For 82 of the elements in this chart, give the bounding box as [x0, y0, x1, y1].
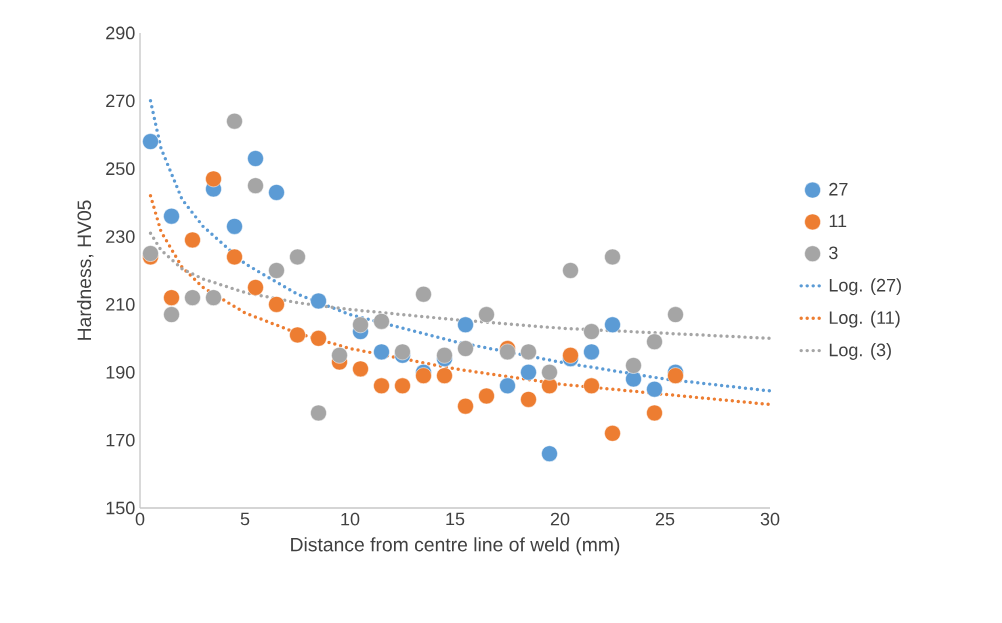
legend-label: Log. (11)	[829, 310, 900, 328]
point	[310, 404, 327, 422]
point	[541, 364, 558, 381]
point	[163, 289, 180, 306]
point	[142, 245, 159, 262]
point	[604, 316, 621, 334]
y-tick-label: 230	[106, 230, 135, 243]
y-tick-label: 270	[106, 94, 135, 108]
point	[541, 377, 558, 395]
point	[268, 262, 285, 279]
point	[583, 343, 600, 361]
x-tick-label: 5	[240, 512, 250, 526]
point	[184, 289, 201, 306]
point	[184, 231, 201, 249]
point	[310, 330, 327, 347]
point	[373, 343, 390, 361]
point	[562, 262, 579, 279]
point	[205, 170, 222, 188]
point	[394, 377, 411, 395]
point	[604, 248, 621, 266]
point	[373, 377, 390, 395]
point	[646, 380, 663, 398]
x-axis-title: Distance from centre line of weld (mm)	[291, 537, 620, 556]
legend-label: Log. (3)	[829, 343, 891, 360]
point	[457, 316, 474, 334]
point	[583, 377, 600, 395]
point	[247, 150, 264, 167]
point	[289, 248, 306, 266]
y-tick-label: 190	[106, 365, 135, 379]
y-tick-label: 290	[106, 26, 135, 40]
point	[478, 387, 495, 405]
point	[205, 289, 222, 306]
point	[457, 397, 474, 415]
y-tick-label: 170	[106, 433, 135, 447]
point	[436, 367, 453, 384]
point	[646, 333, 663, 351]
point	[163, 207, 180, 225]
point	[667, 306, 684, 323]
x-tick-label: 15	[446, 512, 465, 526]
legend-label: Log. (27)	[829, 278, 901, 296]
point	[499, 377, 516, 395]
point	[226, 248, 243, 266]
point	[394, 343, 411, 361]
point	[226, 218, 243, 235]
x-tick-label: 0	[135, 512, 145, 526]
point	[415, 285, 432, 303]
point	[478, 306, 495, 323]
point	[520, 343, 537, 361]
point	[226, 112, 243, 130]
x-tick-label: 10	[341, 512, 360, 526]
point	[604, 425, 621, 442]
point	[625, 357, 642, 374]
point	[163, 306, 180, 323]
point	[247, 279, 264, 296]
point	[541, 445, 558, 462]
y-tick-label: 210	[106, 298, 135, 311]
legend-label: 11	[829, 214, 847, 228]
x-tick-label: 20	[550, 512, 570, 526]
point	[268, 184, 285, 201]
line-series	[148, 194, 772, 407]
point	[142, 133, 159, 150]
point	[499, 343, 516, 361]
point	[268, 296, 285, 313]
point	[331, 347, 348, 364]
point	[520, 364, 537, 381]
legend-label: 3	[829, 246, 838, 260]
y-axis-title: Hardness, HV05	[76, 200, 94, 340]
point	[247, 177, 264, 194]
point	[520, 391, 537, 408]
y-tick-label: 250	[106, 162, 135, 176]
point	[373, 313, 390, 330]
x-tick-label: 30	[760, 512, 780, 526]
x-tick-label: 25	[655, 512, 675, 526]
point	[457, 340, 474, 357]
legend-label: 27	[829, 182, 848, 196]
y-tick-label: 150	[106, 501, 135, 515]
point	[289, 326, 306, 344]
point	[583, 323, 600, 340]
point	[310, 292, 327, 310]
point	[352, 360, 369, 378]
point	[646, 404, 663, 422]
point	[352, 316, 369, 334]
